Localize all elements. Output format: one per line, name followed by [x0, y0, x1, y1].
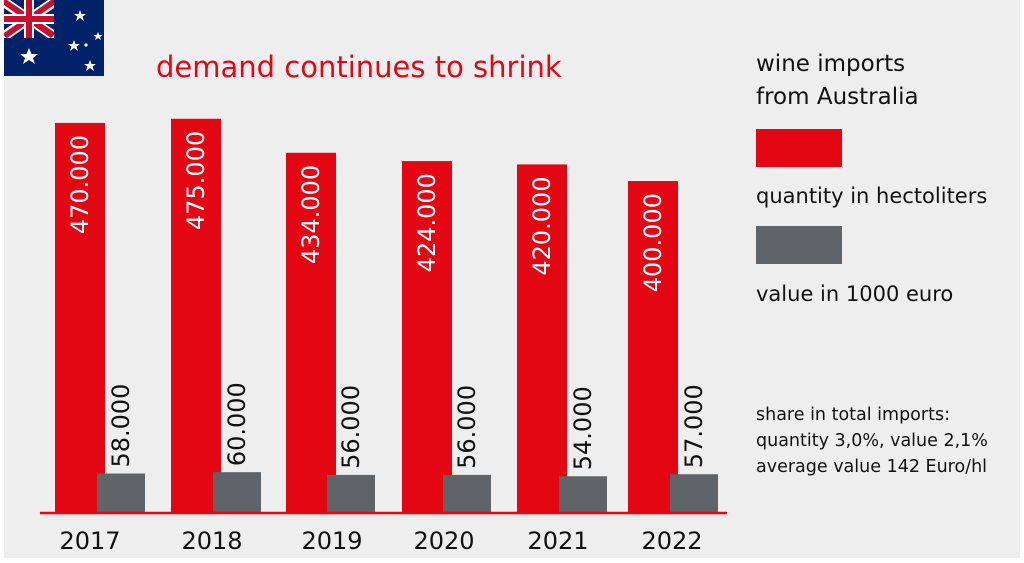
x-tick-label-2018: 2018: [181, 527, 242, 555]
x-tick-label-2019: 2019: [301, 527, 362, 555]
bar-value-2020: [443, 474, 491, 513]
data-label-quantity-2021: 420.000: [528, 176, 556, 275]
footnote-line2: quantity 3,0%, value 2,1%: [756, 431, 988, 451]
data-label-quantity-2022: 400.000: [639, 193, 667, 292]
legend-label-quantity: quantity in hectoliters: [756, 184, 988, 208]
bar-value-2018: [213, 472, 261, 513]
bar-quantity-2020: [402, 161, 452, 513]
footnote: share in total imports: quantity 3,0%, v…: [756, 402, 988, 480]
data-label-quantity-2020: 424.000: [413, 173, 441, 272]
data-label-value-2017: 58.000: [107, 384, 135, 468]
bar-value-2021: [559, 476, 607, 513]
x-tick-label-2021: 2021: [527, 527, 588, 555]
bar-quantity-2021: [517, 164, 567, 513]
data-label-value-2019: 56.000: [337, 385, 365, 469]
x-tick-label-2022: 2022: [641, 527, 702, 555]
bar-quantity-2019: [286, 152, 336, 513]
bar-value-2022: [670, 474, 718, 513]
bar-value-2019: [327, 474, 375, 513]
bar-quantity-2022: [628, 181, 678, 513]
legend-heading: wine imports from Australia: [756, 48, 996, 114]
x-tick-label-2017: 2017: [59, 527, 120, 555]
legend-heading-line1: wine imports: [756, 51, 906, 77]
footnote-line3: average value 142 Euro/hl: [756, 457, 988, 477]
data-label-quantity-2018: 475.000: [182, 131, 210, 230]
legend-swatch-quantity: [756, 129, 842, 167]
x-tick-label-2020: 2020: [413, 527, 474, 555]
bar-quantity-2017: [55, 122, 105, 514]
footnote-line1: share in total imports:: [756, 405, 950, 425]
data-label-quantity-2019: 434.000: [297, 165, 325, 264]
bar-value-2017: [97, 473, 145, 513]
data-label-value-2018: 60.000: [223, 382, 251, 466]
legend-swatch-value: [756, 226, 842, 264]
chart-title: demand continues to shrink: [156, 50, 562, 84]
australia-flag-icon: [4, 0, 104, 76]
legend-label-value: value in 1000 euro: [756, 282, 954, 306]
legend-heading-line2: from Australia: [756, 84, 919, 110]
data-label-value-2020: 56.000: [453, 385, 481, 469]
data-label-value-2022: 57.000: [680, 384, 708, 468]
data-label-quantity-2017: 470.000: [66, 135, 94, 234]
data-label-value-2021: 54.000: [569, 386, 597, 470]
bar-quantity-2018: [171, 118, 221, 513]
